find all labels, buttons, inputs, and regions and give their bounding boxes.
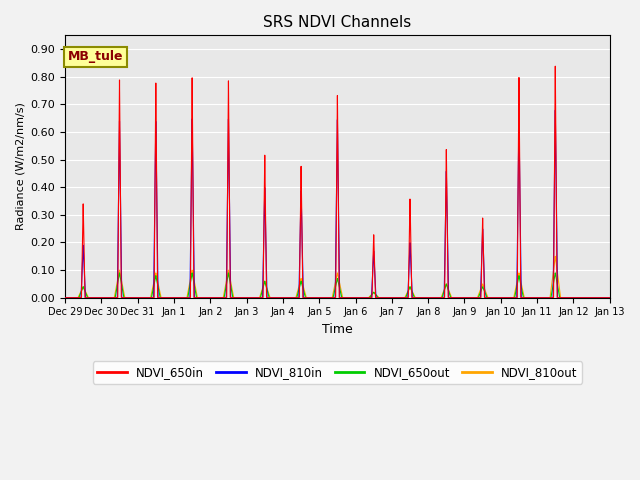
Y-axis label: Radiance (W/m2/nm/s): Radiance (W/m2/nm/s)	[15, 103, 25, 230]
Title: SRS NDVI Channels: SRS NDVI Channels	[263, 15, 412, 30]
Text: MB_tule: MB_tule	[68, 50, 124, 63]
Legend: NDVI_650in, NDVI_810in, NDVI_650out, NDVI_810out: NDVI_650in, NDVI_810in, NDVI_650out, NDV…	[93, 361, 582, 384]
X-axis label: Time: Time	[322, 323, 353, 336]
